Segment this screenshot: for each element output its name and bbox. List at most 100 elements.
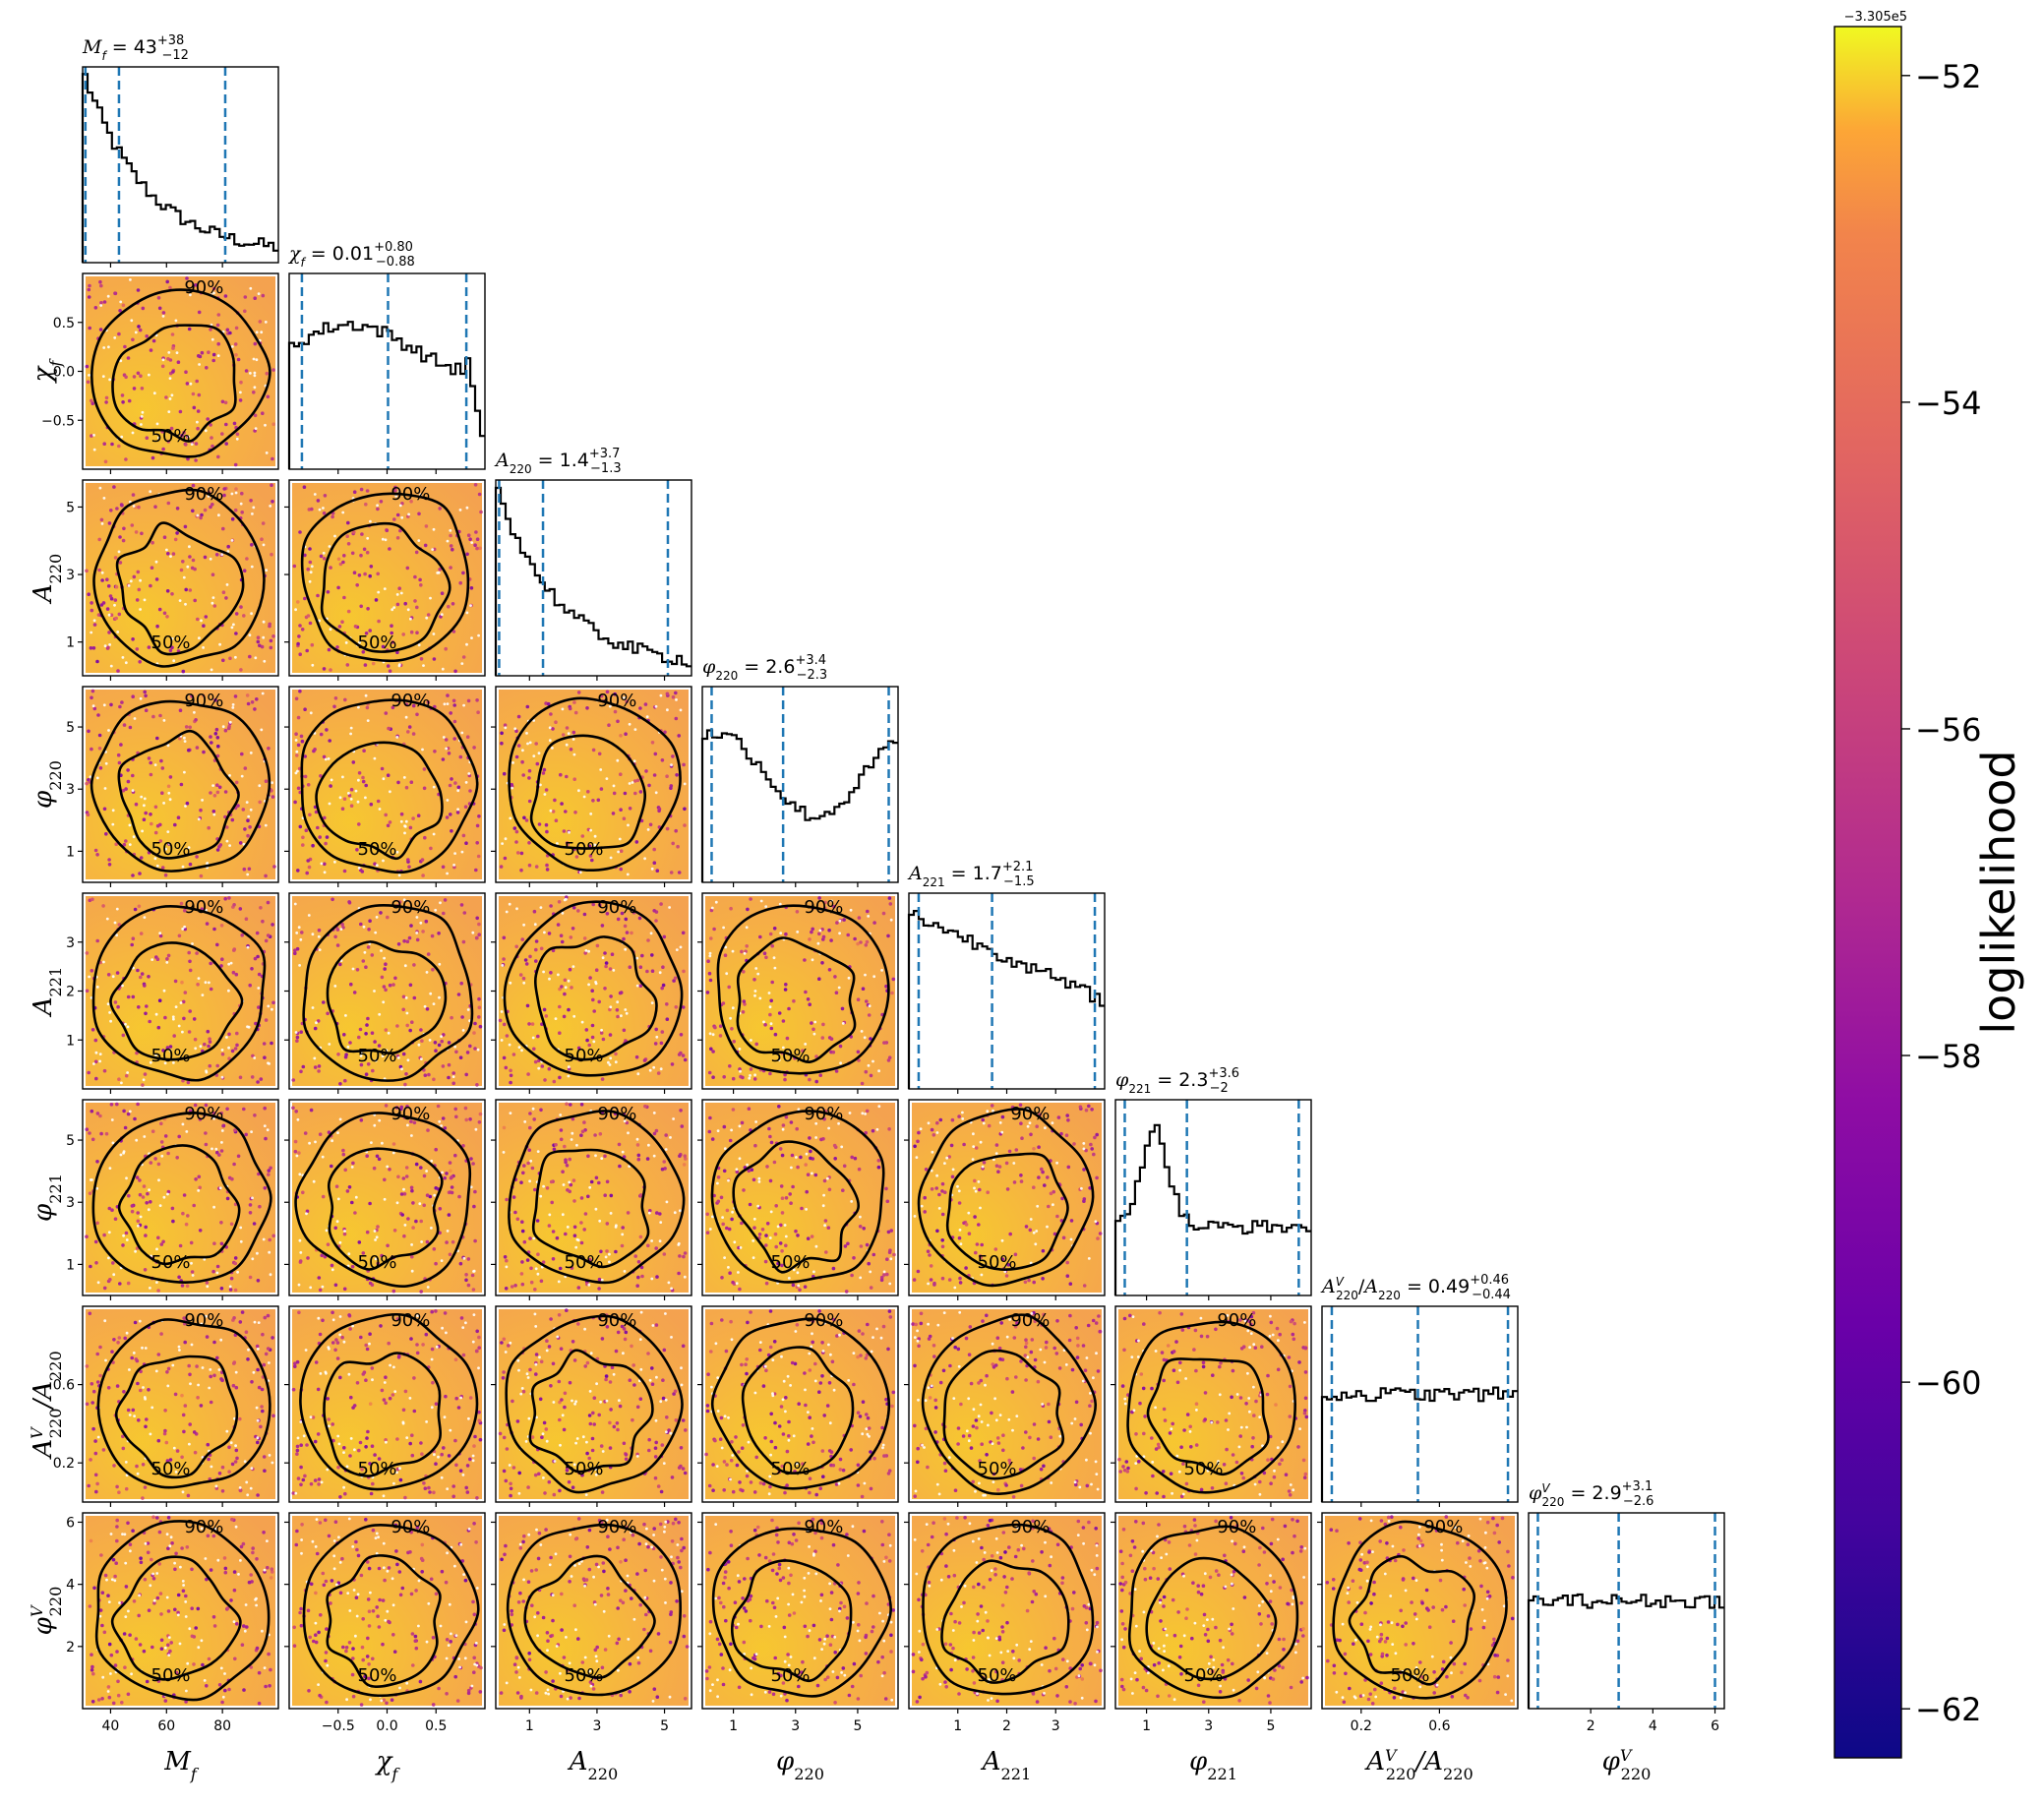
gap-speck [593,834,597,838]
scatter-point [793,1361,798,1366]
scatter-point [183,524,188,529]
title-phi221: φ221 = 2.3+3.6 −2 [1115,1066,1239,1096]
gap-speck [183,770,186,774]
gap-speck [730,1338,734,1342]
gap-speck [796,931,800,933]
scatter-point [444,646,449,651]
scatter-point [811,1319,815,1323]
gap-speck [309,1286,313,1290]
scatter-point [891,1390,896,1395]
gap-speck [757,1176,761,1180]
gap-speck [680,1383,684,1387]
gap-speck [528,1179,531,1183]
scatter-point [270,1041,273,1046]
scatter-point [198,1229,203,1233]
scatter-point [188,862,193,867]
scatter-point [168,1045,173,1049]
scatter-point [950,1117,955,1122]
scatter-point [511,1399,514,1404]
scatter-point [207,1044,210,1049]
scatter-point [778,1147,783,1151]
gap-speck [1003,1270,1007,1274]
scatter-point [301,835,305,840]
scatter-point [511,1053,516,1056]
scatter-point [193,1103,198,1108]
title-Mf: Mf = 43+38 −12 [82,33,189,63]
scatter-point [137,1418,141,1422]
gap-speck [377,590,381,594]
scatter-point [885,1199,890,1204]
scatter-point [192,1430,197,1434]
scatter-point [599,693,604,698]
scatter-point [182,1429,186,1434]
scatter-point [716,1175,721,1179]
scatter-point [114,584,119,589]
scatter-point [432,1490,436,1495]
scatter-point [373,1040,377,1044]
gap-speck [181,928,185,931]
scatter-point [796,1234,800,1237]
scatter-point [940,1238,944,1242]
scatter-point [136,1211,140,1215]
scatter-point [395,602,400,607]
gap-speck [594,1473,598,1476]
scatter-point [476,710,480,714]
scatter-point [271,634,275,638]
gap-speck [673,1211,677,1215]
scatter-point [448,783,452,788]
scatter-point [158,822,162,827]
scatter-point [533,1187,537,1192]
scatter-point [842,1164,847,1169]
scatter-point [522,1239,527,1244]
gap-speck [875,1327,878,1331]
contour-label-50: 50% [358,1046,397,1066]
scatter-point [1046,1175,1050,1179]
scatter-point [1096,1236,1100,1240]
scatter-point [749,1067,753,1071]
scatter-point [318,1288,323,1293]
scatter-point [144,1011,148,1016]
gap-speck [680,1366,683,1370]
gap-speck [262,620,266,624]
gap-speck [545,1349,549,1353]
gap-speck [366,536,370,540]
scatter-point [764,1243,768,1247]
gap-speck [143,804,146,808]
scatter-point [838,1457,843,1462]
gap-speck [95,776,99,780]
scatter-point [256,639,261,644]
scatter-point [768,932,773,936]
scatter-point [1072,1142,1076,1146]
scatter-point [340,1335,344,1340]
gap-speck [187,846,191,849]
scatter-point [365,1023,369,1027]
contour-90 [917,1108,1095,1288]
gap-speck [571,1399,573,1403]
scatter-point [140,387,145,391]
scatter-point [178,708,183,712]
scatter-point [761,1481,766,1486]
scatter-point [368,1402,373,1406]
gap-speck [961,1111,964,1114]
scatter-point [504,1065,509,1070]
scatter-point [719,1195,724,1200]
scatter-point [398,1477,403,1482]
scatter-point [1079,1422,1083,1427]
gap-speck [943,1162,946,1165]
scatter-point [192,405,197,410]
gap-speck [780,1354,783,1358]
scatter-point [271,500,274,504]
gap-speck [210,337,214,341]
scatter-point [465,1051,470,1054]
gap-speck [508,1464,511,1467]
scatter-point [624,1457,629,1462]
gap-speck [131,789,135,793]
scatter-point [97,733,102,738]
scatter-point [1061,1235,1066,1240]
scatter-point [607,723,611,727]
scatter-point [102,1286,107,1291]
gap-speck [296,1117,300,1121]
scatter-point [766,1353,771,1357]
gap-speck [212,813,216,816]
scatter-point [711,1488,715,1492]
